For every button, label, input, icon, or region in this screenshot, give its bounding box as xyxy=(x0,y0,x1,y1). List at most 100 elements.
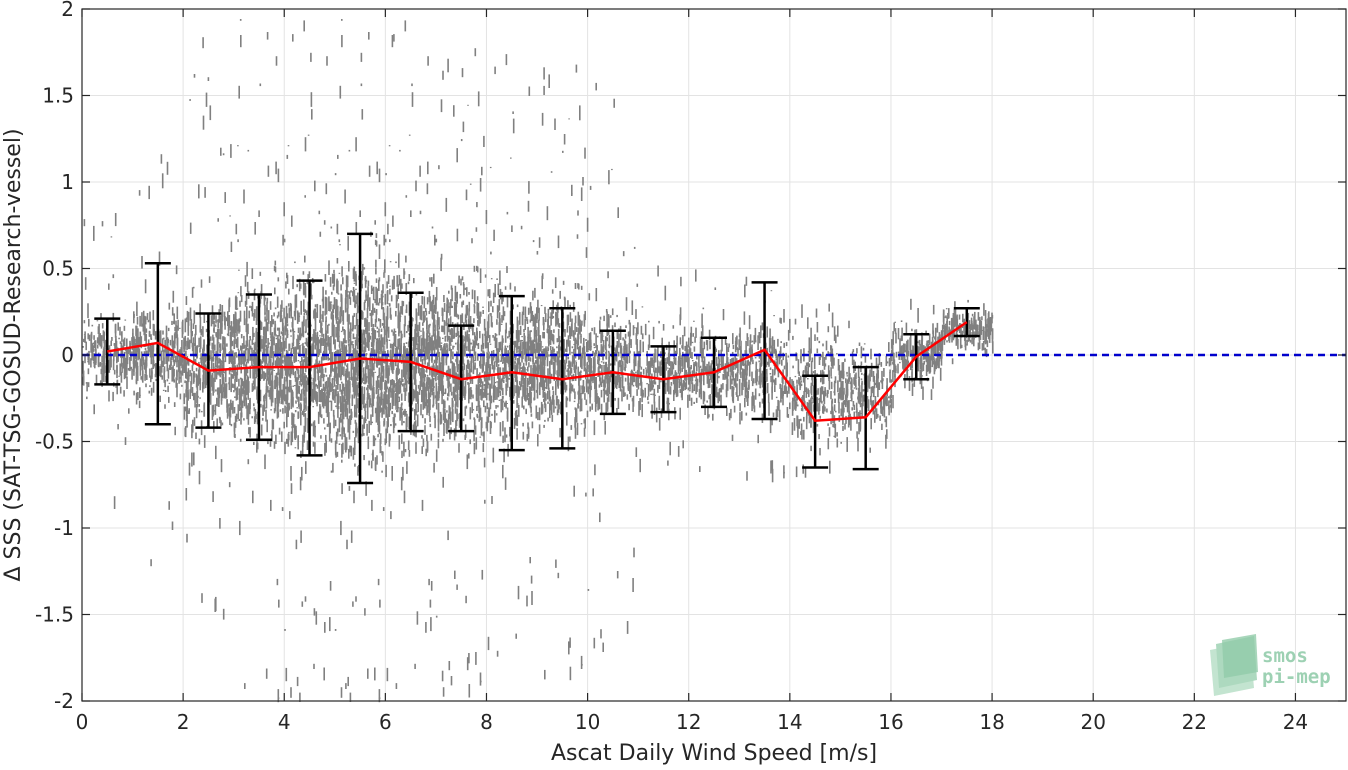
scatter-point xyxy=(360,83,363,87)
scatter-point xyxy=(401,369,403,382)
scatter-point xyxy=(462,368,465,377)
scatter-point xyxy=(337,154,339,159)
scatter-point xyxy=(131,368,133,380)
scatter-point xyxy=(526,369,528,371)
scatter-point xyxy=(512,118,515,134)
scatter-point xyxy=(306,440,309,450)
scatter-point xyxy=(324,367,327,373)
scatter-point xyxy=(241,343,244,350)
scatter-point xyxy=(491,350,493,364)
scatter-point xyxy=(152,353,155,369)
scatter-point xyxy=(254,222,256,235)
scatter-point xyxy=(404,449,407,453)
scatter-point xyxy=(428,324,431,328)
scatter-point xyxy=(421,338,423,353)
scatter-point xyxy=(306,356,308,367)
scatter-point xyxy=(393,413,396,428)
scatter-point xyxy=(259,335,262,349)
scatter-point xyxy=(374,457,377,471)
scatter-point xyxy=(310,52,312,62)
scatter-point xyxy=(235,297,238,310)
scatter-point xyxy=(120,371,123,383)
scatter-point xyxy=(450,349,453,357)
scatter-point xyxy=(399,378,401,384)
scatter-point xyxy=(435,367,437,382)
scatter-point xyxy=(317,369,319,381)
scatter-point xyxy=(322,296,324,309)
scatter-point xyxy=(274,260,277,266)
scatter-point xyxy=(93,404,95,415)
scatter-point xyxy=(520,339,522,350)
scatter-point xyxy=(468,334,470,345)
scatter-point xyxy=(348,426,351,440)
scatter-point xyxy=(515,410,517,426)
scatter-point xyxy=(304,355,307,362)
scatter-point xyxy=(193,310,196,324)
scatter-point xyxy=(527,334,530,347)
scatter-point xyxy=(231,402,233,410)
scatter-point xyxy=(370,285,373,294)
scatter-point xyxy=(253,332,255,337)
scatter-point xyxy=(480,344,483,352)
scatter-point xyxy=(412,337,415,347)
scatter-point xyxy=(288,343,291,349)
scatter-point xyxy=(317,411,320,424)
scatter-point xyxy=(237,239,239,243)
scatter-point xyxy=(163,369,166,383)
scatter-point xyxy=(209,392,212,405)
scatter-point xyxy=(144,316,147,325)
scatter-point xyxy=(496,381,498,383)
scatter-point xyxy=(219,358,222,366)
scatter-point xyxy=(362,311,364,320)
scatter-point xyxy=(304,373,306,383)
scatter-point xyxy=(466,309,468,313)
scatter-point xyxy=(218,342,220,344)
scatter-point xyxy=(397,381,399,386)
scatter-point xyxy=(431,335,433,337)
scatter-point xyxy=(88,318,90,327)
scatter-point xyxy=(425,370,427,372)
scatter-point xyxy=(581,354,583,370)
scatter-point xyxy=(267,322,269,332)
scatter-point xyxy=(355,273,357,286)
scatter-point xyxy=(442,337,444,339)
scatter-point xyxy=(351,394,354,406)
scatter-point xyxy=(433,273,435,284)
scatter-point xyxy=(251,352,253,361)
scatter-point xyxy=(461,313,464,324)
scatter-point xyxy=(271,315,273,327)
scatter-point xyxy=(391,466,393,481)
scatter-point xyxy=(571,184,573,196)
scatter-point xyxy=(272,351,275,366)
scatter-point xyxy=(479,377,482,388)
scatter-point xyxy=(530,330,532,333)
scatter-point xyxy=(405,283,407,295)
scatter-point xyxy=(348,332,351,339)
scatter-point xyxy=(287,357,289,368)
scatter-point xyxy=(544,306,546,314)
scatter-point xyxy=(212,350,214,362)
scatter-point xyxy=(469,407,472,420)
scatter-point xyxy=(498,342,500,352)
scatter-point xyxy=(347,330,350,344)
scatter-point xyxy=(451,305,453,308)
scatter-point xyxy=(113,369,116,375)
scatter-point xyxy=(387,416,389,421)
scatter-point xyxy=(484,274,487,278)
scatter-point xyxy=(114,343,116,347)
scatter-point xyxy=(401,433,403,444)
scatter-point xyxy=(475,652,477,665)
scatter-point xyxy=(401,283,403,289)
scatter-point xyxy=(583,386,585,393)
scatter-point xyxy=(172,290,175,303)
scatter-point xyxy=(429,277,431,282)
scatter-point xyxy=(209,378,212,389)
scatter-point xyxy=(276,327,279,331)
scatter-point xyxy=(248,427,250,435)
scatter-point xyxy=(270,351,273,359)
scatter-point xyxy=(387,275,390,284)
scatter-point xyxy=(268,377,270,385)
scatter-point xyxy=(529,390,531,401)
scatter-point xyxy=(275,382,278,387)
scatter-point xyxy=(310,324,312,327)
